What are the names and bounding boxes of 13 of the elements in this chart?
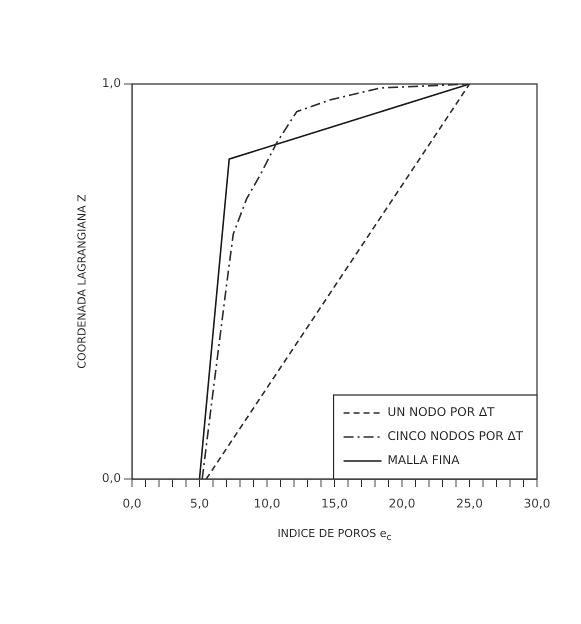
x-tick-label: 10,0 [254,496,280,510]
legend-label: UN NODO POR ΔT [388,405,496,420]
x-tick-label: 0,0 [122,496,142,510]
x-tick-label: 15,0 [321,496,348,510]
legend-label: CINCO NODOS POR ΔT [388,429,524,444]
y-axis-title: COORDENADA LAGRANGIANA Z [75,194,88,369]
x-axis-title: INDICE DE POROS e$_{c}$ [276,527,393,544]
y-tick-label: 1,0 [102,76,121,90]
x-tick-label: 25,0 [456,496,483,510]
x-tick-label: 20,0 [388,496,416,510]
x-tick-label: 5,0 [190,496,210,510]
x-tick-label: 30,0 [524,496,550,510]
legend-label: MALLA FINA [388,453,460,468]
